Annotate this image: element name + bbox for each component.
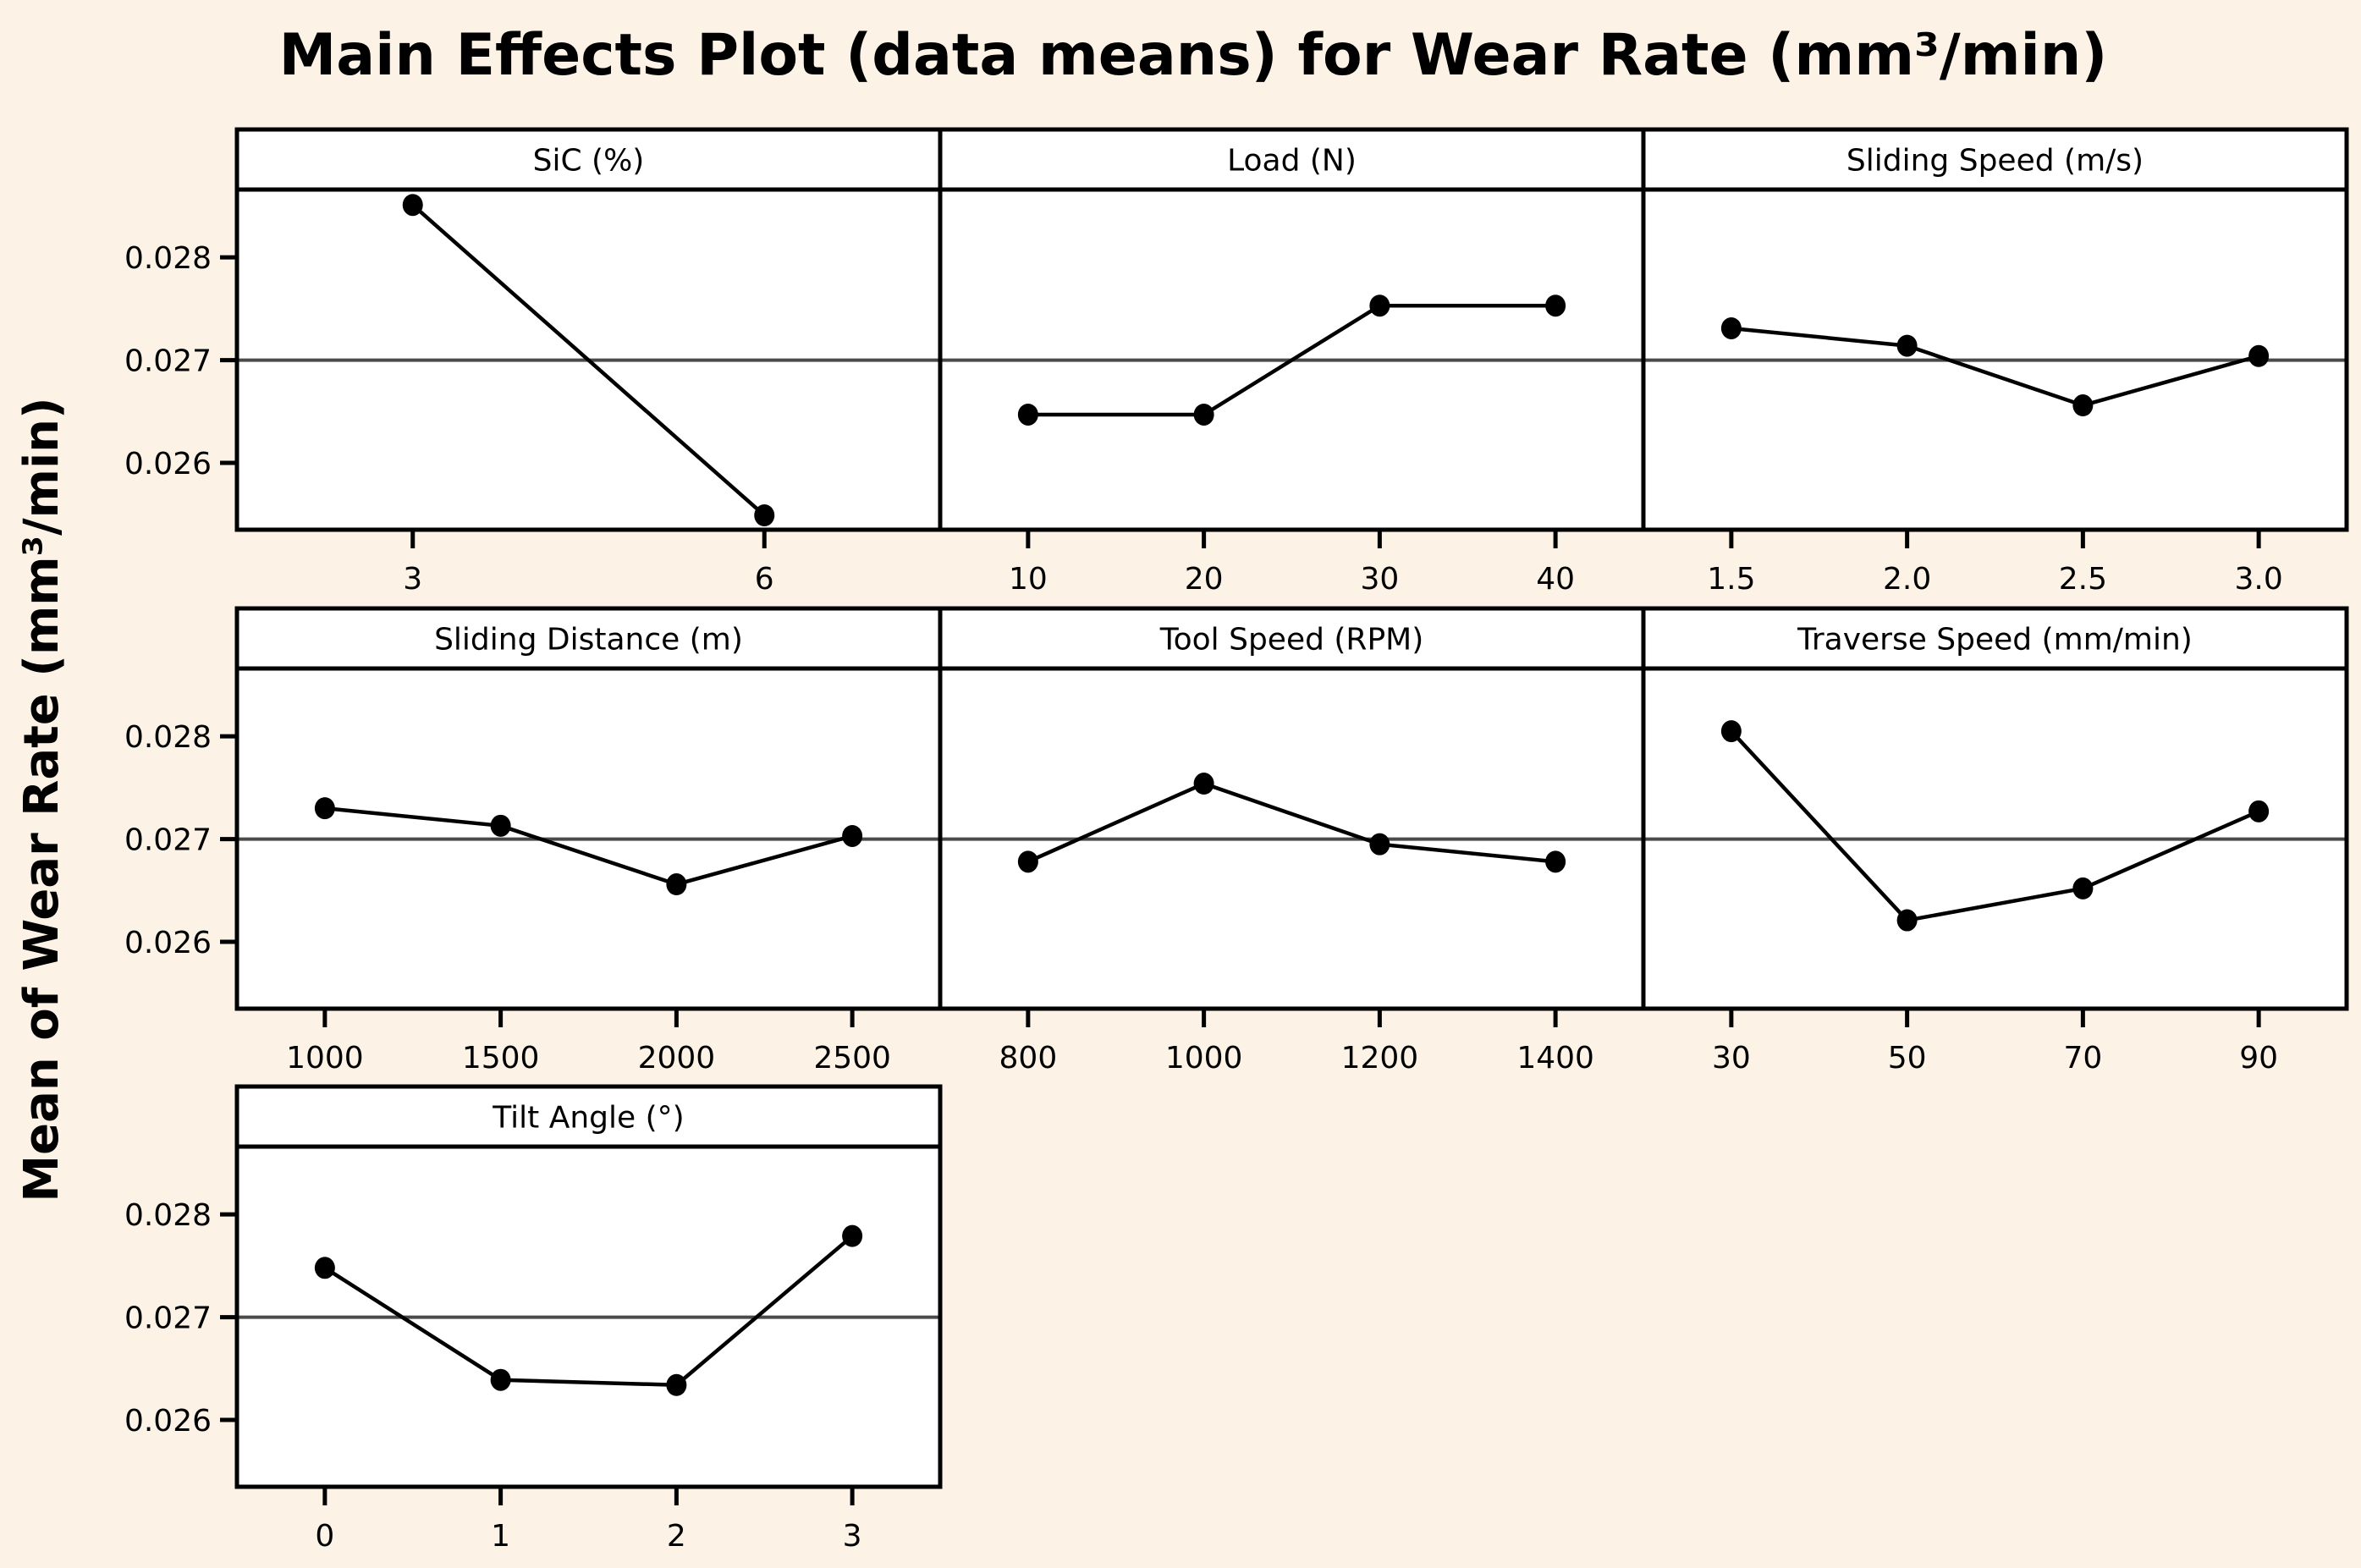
x-tick-label: 6 — [755, 562, 774, 597]
x-tick-label: 1200 — [1341, 1041, 1419, 1076]
data-point — [1017, 403, 1038, 426]
data-point — [402, 194, 423, 217]
data-point — [314, 797, 335, 820]
y-tick-label: 0.027 — [124, 823, 212, 858]
y-axis-label: Mean of Wear Rate (mm³/min) — [14, 397, 69, 1202]
x-tick-label: 50 — [1888, 1041, 1927, 1076]
data-point — [842, 1224, 863, 1247]
data-point — [754, 503, 775, 526]
panel-5: Tool Speed (RPM) 800 1000 1200 1400 — [938, 606, 1646, 1076]
data-point — [2248, 344, 2270, 367]
x-tick-label: 1400 — [1516, 1041, 1594, 1076]
y-tick-label: 0.026 — [124, 1404, 212, 1439]
x-tick-label: 1000 — [286, 1041, 364, 1076]
x-tick-label: 1000 — [1165, 1041, 1243, 1076]
x-tick-label: 40 — [1536, 562, 1575, 597]
panel-7: Tilt Angle (°) 0.026 0.027 0.028 0 1 2 3 — [124, 1084, 943, 1554]
x-tick-label: 0 — [315, 1519, 334, 1554]
x-tick-label: 90 — [2239, 1041, 2278, 1076]
series-line — [323, 1234, 854, 1388]
x-tick-label: 2.0 — [1883, 562, 1931, 597]
data-point — [1720, 316, 1742, 339]
x-tick-label: 1500 — [462, 1041, 540, 1076]
y-tick-label: 0.026 — [124, 447, 212, 481]
data-point — [842, 824, 863, 847]
series-line — [1730, 729, 2260, 922]
series-line — [324, 806, 853, 887]
data-point — [1720, 720, 1742, 743]
panel-2: Load (N) 10 20 30 40 — [938, 127, 1646, 597]
series-line — [1027, 303, 1556, 417]
x-tick-label: 3 — [403, 562, 422, 597]
data-point — [490, 1368, 511, 1391]
panel-strip — [938, 606, 1646, 671]
panel-strip — [1641, 127, 2349, 192]
panel-1: SiC (%) 0.026 0.027 0.028 3 6 — [124, 127, 943, 597]
series-line — [1731, 326, 2259, 408]
data-point — [1545, 294, 1566, 317]
panel-strip-label: Sliding Distance (m) — [434, 623, 743, 657]
y-tick-label: 0.027 — [124, 344, 212, 379]
x-tick-label: 800 — [999, 1041, 1058, 1076]
panel-3: Sliding Speed (m/s) 1.5 2.0 2.5 3.0 — [1641, 127, 2349, 597]
data-point — [490, 814, 511, 837]
x-tick-label: 2.5 — [2059, 562, 2107, 597]
panel-strip-label: Sliding Speed (m/s) — [1846, 144, 2144, 179]
panel-strip — [234, 127, 943, 192]
data-point — [314, 1257, 335, 1279]
x-tick-label: 3.0 — [2234, 562, 2282, 597]
panel-strip-label: Traverse Speed (mm/min) — [1797, 623, 2193, 657]
data-point — [1896, 334, 1918, 357]
y-tick-label: 0.028 — [124, 720, 212, 755]
panel-strip-label: Tool Speed (RPM) — [1159, 623, 1424, 657]
panel-strip-label: Tilt Angle (°) — [492, 1101, 684, 1136]
x-tick-label: 70 — [2063, 1041, 2102, 1076]
series-line — [1026, 781, 1556, 864]
x-tick-label: 1.5 — [1707, 562, 1755, 597]
x-tick-label: 3 — [843, 1519, 862, 1554]
data-point — [1193, 773, 1214, 795]
y-tick-label: 0.028 — [124, 1198, 212, 1233]
x-tick-label: 2500 — [813, 1041, 891, 1076]
y-tick-label: 0.027 — [124, 1301, 212, 1336]
data-point — [1369, 833, 1390, 856]
x-tick-label: 30 — [1360, 562, 1399, 597]
y-tick-label: 0.028 — [124, 241, 212, 276]
data-point — [666, 873, 687, 896]
data-point — [2072, 394, 2094, 417]
panel-6: Traverse Speed (mm/min) 30 50 70 90 — [1641, 606, 2349, 1076]
y-tick-label: 0.026 — [124, 926, 212, 960]
x-tick-label: 10 — [1009, 562, 1048, 597]
x-tick-label: 30 — [1712, 1041, 1751, 1076]
data-point — [1369, 294, 1390, 317]
data-point — [1896, 909, 1918, 932]
panel-strip — [938, 127, 1646, 192]
panel-strip — [1641, 606, 2349, 671]
data-point — [666, 1373, 687, 1396]
x-tick-label: 1 — [491, 1519, 510, 1554]
x-tick-label: 20 — [1185, 562, 1224, 597]
data-point — [1193, 403, 1214, 426]
x-tick-label: 2 — [667, 1519, 686, 1554]
data-point — [1017, 850, 1038, 873]
data-point — [1545, 850, 1566, 873]
data-point — [2072, 877, 2094, 900]
panel-strip-label: Load (N) — [1227, 144, 1357, 179]
x-tick-label: 2000 — [638, 1041, 716, 1076]
panel-4: Sliding Distance (m) 0.026 0.027 0.028 1000 1… — [124, 606, 943, 1076]
chart-title: Main Effects Plot (data means) for Wear … — [279, 22, 2108, 89]
data-point — [2248, 800, 2270, 823]
panel-strip — [234, 606, 943, 671]
series-line — [411, 203, 766, 517]
panel-strip-label: SiC (%) — [533, 144, 645, 179]
